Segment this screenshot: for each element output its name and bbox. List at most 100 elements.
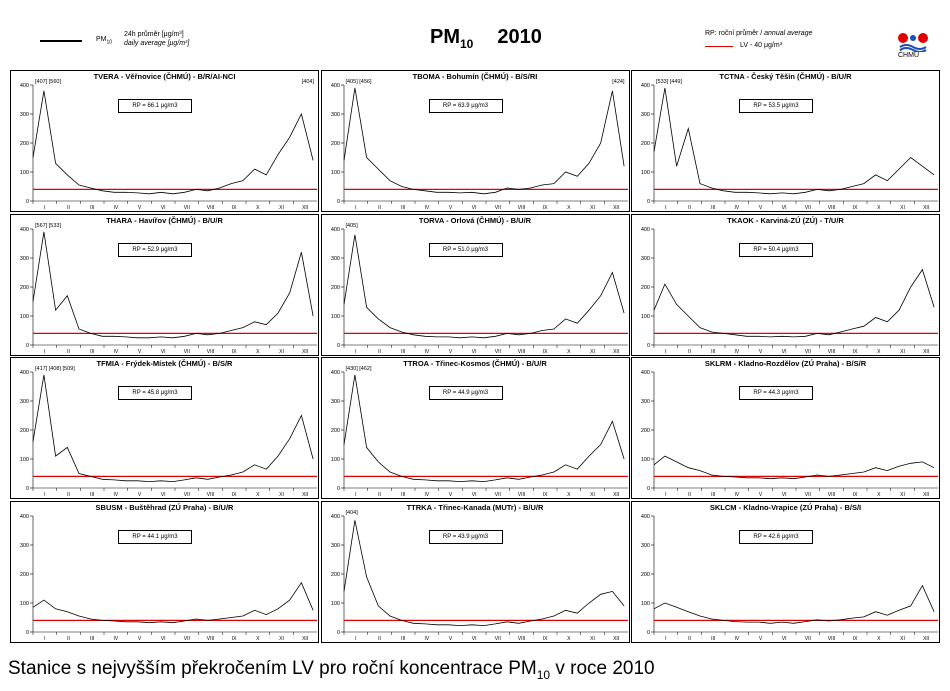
month-tick-label: IX (232, 492, 237, 498)
annual-average-box: RP = 44.9 μg/m3 (428, 386, 503, 400)
month-tick-label: X (256, 349, 260, 355)
series-line (653, 87, 935, 195)
month-tick-label: IX (542, 349, 547, 355)
chart-title: TTROA - Třinec-Kosmos (ČHMÚ) - B/U/R (403, 359, 547, 368)
month-tick-label: VIII (828, 636, 836, 642)
month-tick-label: IV (734, 636, 739, 642)
month-tick-label: IX (232, 349, 237, 355)
month-tick-label: III (90, 636, 94, 642)
peak-labels: [430] [462] (345, 366, 372, 372)
month-tick-label: IV (734, 205, 739, 211)
month-tick-label: XII (923, 636, 929, 642)
annual-average-box: RP = 43.9 μg/m3 (428, 529, 503, 544)
y-tick-label: 400 (641, 83, 650, 89)
month-tick-label: XII (613, 349, 619, 355)
y-tick-label: 300 (330, 399, 339, 405)
chart-panel: 0 100 200 300 400 I II III IV V VI VII VIII IX X XI XII S… (631, 357, 940, 499)
chart-panel: 0 100 200 300 400 I II III IV V VI VII VIII IX X XI XII T… (320, 357, 630, 499)
month-tick-label: VIII (517, 349, 525, 355)
month-tick-label: VI (161, 636, 166, 642)
y-tick-label: 0 (26, 630, 29, 636)
month-tick-label: VIII (207, 349, 215, 355)
month-tick-label: VI (471, 205, 476, 211)
month-tick-label: II (67, 636, 70, 642)
y-tick-label: 200 (641, 285, 650, 291)
y-tick-label: 100 (330, 170, 339, 176)
month-tick-label: III (401, 349, 405, 355)
month-tick-label: IV (113, 492, 118, 498)
month-tick-label: XII (302, 492, 308, 498)
month-tick-label: VIII (517, 636, 525, 642)
peak-label-right: [424] (612, 79, 625, 85)
month-tick-label: VIII (828, 349, 836, 355)
chart-panel: 0 100 200 300 400 I II III IV V VI VII VIII IX X XI XII T… (10, 213, 319, 356)
y-tick-label: 400 (330, 514, 339, 520)
month-tick-label: I (355, 492, 356, 498)
chart-title: SBUSM - Buštěhrad (ZÚ Praha) - B/U/R (95, 502, 234, 512)
y-tick-label: 300 (641, 256, 650, 262)
legend-daily: PM10 24h průměr [μg/m³] daily average [μ… (40, 30, 240, 54)
month-tick-label: VI (471, 349, 476, 355)
month-tick-label: VII (494, 492, 500, 498)
month-tick-label: VII (184, 492, 190, 498)
month-tick-label: XI (900, 349, 905, 355)
month-tick-label: IV (424, 636, 429, 642)
month-tick-label: III (90, 205, 94, 211)
month-tick-label: X (877, 492, 881, 498)
month-tick-label: I (355, 349, 356, 355)
month-tick-label: I (44, 349, 45, 355)
month-tick-label: X (567, 492, 571, 498)
month-tick-label: X (256, 492, 260, 498)
y-tick-label: 200 (330, 285, 339, 291)
month-tick-label: XI (590, 349, 595, 355)
month-tick-label: VI (782, 349, 787, 355)
month-tick-label: V (448, 492, 452, 498)
chart-panel: 0 100 200 300 400 I II III IV V VI VII VIII IX X XI XII T… (10, 357, 319, 499)
series-line (653, 584, 935, 624)
month-tick-label: X (877, 349, 881, 355)
series-line (343, 374, 624, 483)
month-tick-label: VI (471, 492, 476, 498)
legend-daily-line (40, 40, 82, 42)
month-tick-label: VII (805, 492, 811, 498)
month-tick-label: VIII (517, 205, 525, 211)
month-tick-label: V (759, 205, 763, 211)
y-tick-label: 400 (641, 370, 650, 376)
chart-panel: 0 100 200 300 400 I II III IV V VI VII VIII IX X XI XII S… (10, 500, 319, 643)
month-tick-label: I (665, 636, 666, 642)
peak-labels: [404] (345, 509, 358, 516)
y-tick-label: 300 (641, 543, 650, 549)
y-tick-label: 300 (641, 399, 650, 405)
series-line (653, 268, 935, 337)
peak-labels: [405] [456] (345, 79, 372, 85)
y-tick-label: 200 (20, 141, 29, 147)
month-tick-label: X (877, 636, 881, 642)
month-tick-label: VIII (207, 205, 215, 211)
month-tick-label: XI (279, 636, 284, 642)
page-title: PM10 2010 (430, 26, 542, 51)
y-tick-label: 100 (641, 314, 650, 320)
month-tick-label: VII (494, 205, 500, 211)
y-tick-label: 100 (330, 314, 339, 320)
month-tick-label: X (567, 349, 571, 355)
month-tick-label: I (355, 636, 356, 642)
month-tick-label: X (256, 636, 260, 642)
chart-title: SKLCM - Kladno-Vrapice (ZÚ Praha) - B/S/… (709, 502, 862, 512)
y-tick-label: 0 (647, 630, 650, 636)
y-tick-label: 400 (20, 83, 29, 89)
month-tick-label: V (138, 205, 142, 211)
chart-title: TFMIA - Frýdek-Místek (ČHMÚ) - B/S/R (96, 359, 233, 368)
series-line (343, 87, 624, 195)
annual-average-box: RP = 42.6 μg/m3 (739, 529, 813, 544)
month-tick-label: III (90, 492, 94, 498)
month-tick-label: VII (805, 349, 811, 355)
y-tick-label: 300 (20, 112, 29, 118)
y-tick-label: 200 (330, 572, 339, 578)
logo-text: ČHMÚ (898, 52, 919, 59)
month-tick-label: XII (302, 205, 308, 211)
month-tick-label: I (665, 349, 666, 355)
